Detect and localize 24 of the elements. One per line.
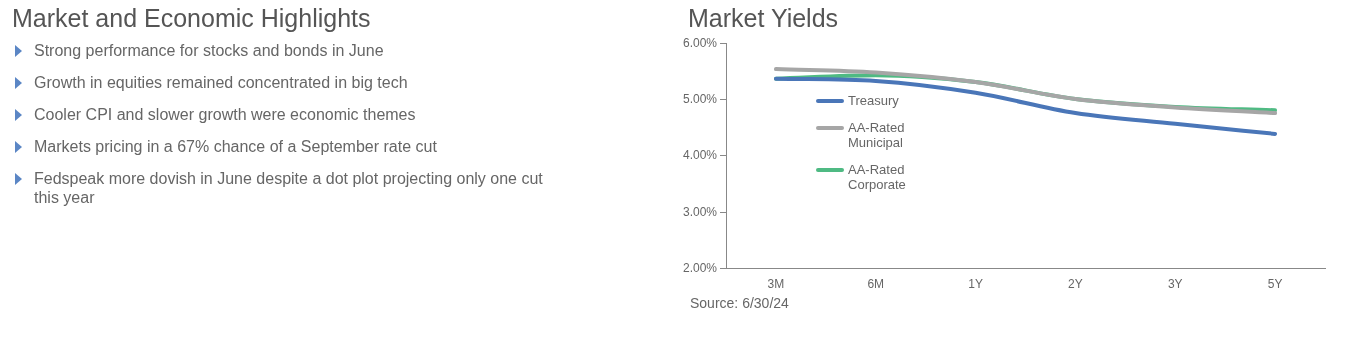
- text: Markets pricing in a 67% chance of a September rate cut: [34, 138, 437, 155]
- legend-label: AA-Rated Municipal: [848, 120, 905, 151]
- y-tick-label: 6.00%: [682, 35, 718, 50]
- y-tick-label: 5.00%: [682, 91, 718, 106]
- legend-label: Treasury: [848, 93, 899, 109]
- text: Growth in equities remained concentrated in big tech: [34, 74, 408, 91]
- chart-title: Market Yields: [688, 4, 840, 33]
- y-tick-label: 4.00%: [682, 148, 718, 163]
- line-series: [773, 76, 1278, 136]
- source-note: Source: 6/30/24: [690, 295, 790, 311]
- x-tick-label: 6M: [867, 277, 885, 292]
- y-tick-label: 2.00%: [682, 260, 718, 275]
- text: Fedspeak more dovish in June despite a dot plot projecting only one cut this year: [34, 170, 543, 206]
- x-tick-label: 3M: [767, 277, 785, 292]
- text: Cooler CPI and slower growth were economic themes: [34, 106, 416, 123]
- line-series: [773, 67, 1278, 116]
- x-tick-label: 3Y: [1167, 277, 1183, 292]
- y-tick-label: 3.00%: [682, 204, 718, 219]
- text: Market and Economic Highlights: [12, 4, 372, 33]
- legend-label: AA-Rated Corporate: [848, 162, 906, 193]
- x-tick-label: 1Y: [968, 277, 983, 292]
- x-tick-label: 2Y: [1068, 277, 1083, 292]
- text: Strong performance for stocks and bonds in June: [34, 42, 384, 59]
- x-tick-label: 5Y: [1267, 277, 1283, 292]
